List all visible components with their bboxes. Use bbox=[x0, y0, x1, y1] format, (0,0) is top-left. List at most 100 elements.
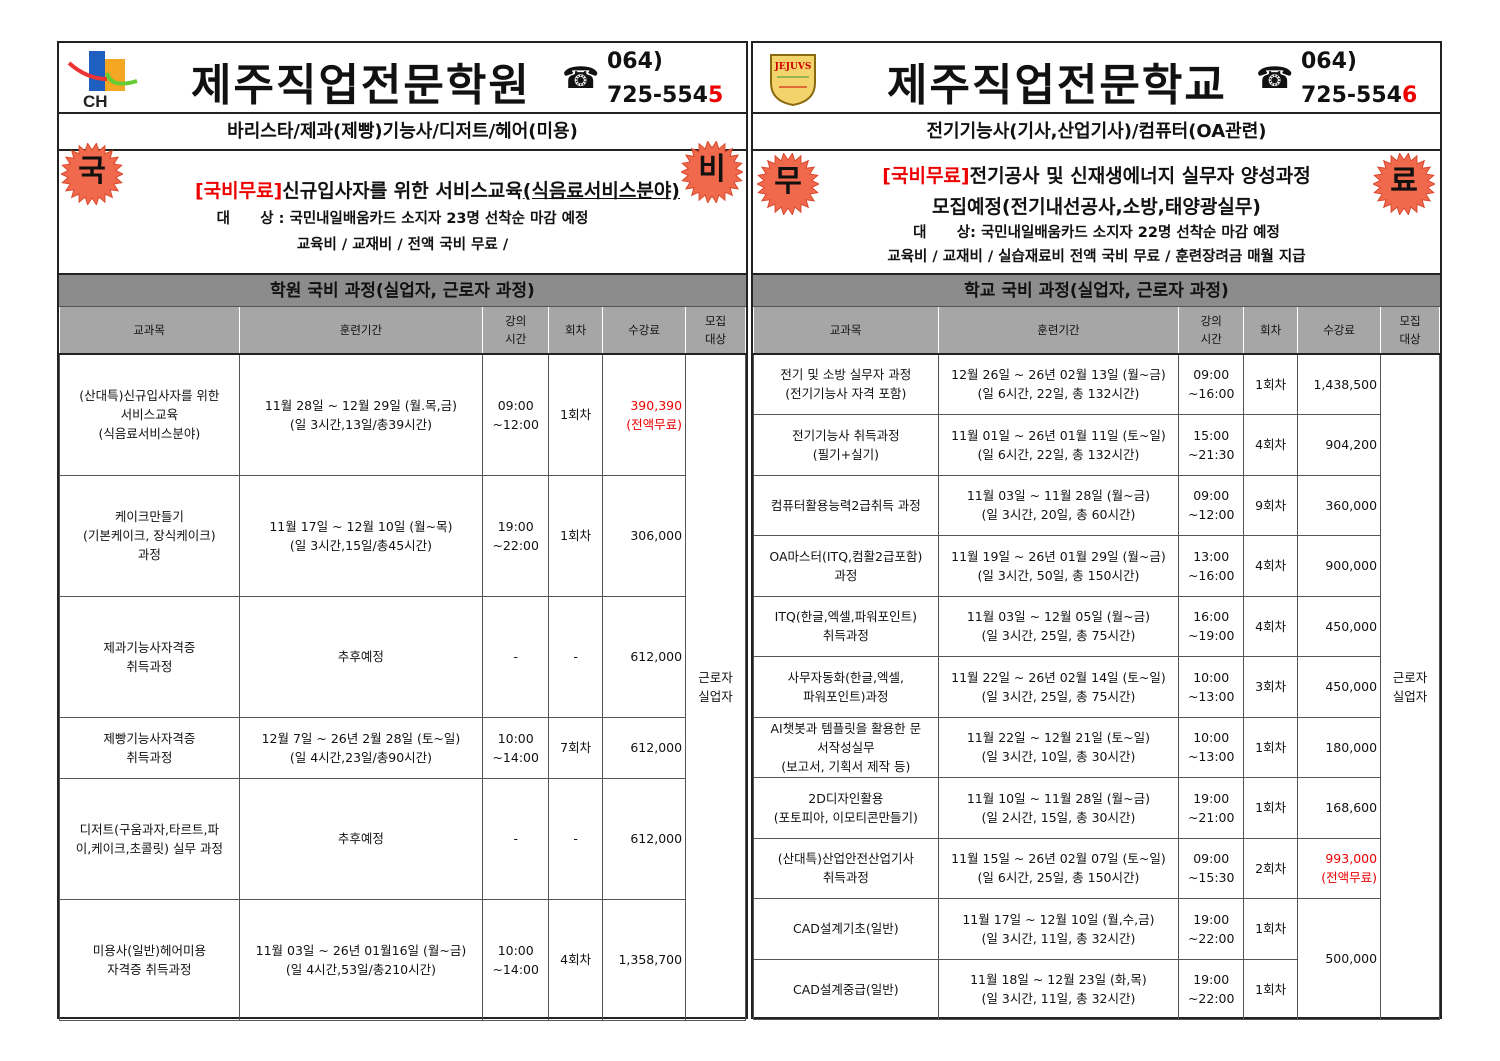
cell-round: 1회차 bbox=[1243, 897, 1299, 960]
cell-course: 컴퓨터활용능력2급취득 과정 bbox=[753, 474, 939, 536]
academy-header: CH 제주직업전문학원 ☎ 064) 725-5545 bbox=[59, 43, 746, 114]
cell-fee: 360,000 bbox=[1297, 474, 1382, 536]
cell-time: 10:00 ~13:00 bbox=[1178, 716, 1245, 778]
table-row: 2D디자인활용 (포토피아, 이모티콘만들기) 11월 10일 ~ 11월 28일… bbox=[753, 776, 1440, 839]
table-row: 제빵기능사자격증 취득과정 12월 7일 ~ 26년 2월 28일 (토~일) (… bbox=[59, 716, 746, 779]
cell-course: 2D디자인활용 (포토피아, 이모티콘만들기) bbox=[753, 776, 939, 839]
column-header-recruit: 모집 대상 bbox=[685, 307, 746, 355]
cell-round: 4회차 bbox=[1243, 595, 1299, 657]
cell-period: 11월 18일 ~ 12월 23일 (화,목) (일 3시간, 11일, 총 3… bbox=[937, 958, 1180, 1020]
cell-fee: 904,200 bbox=[1297, 413, 1382, 476]
phone-icon: ☎ bbox=[1256, 61, 1294, 96]
school-phone: 064) 725-5546 bbox=[1301, 45, 1417, 113]
table-row: AI챗봇과 템플릿을 활용한 문 서작성실무 (보고서, 기획서 제작 등) 11… bbox=[753, 716, 1440, 778]
promo-title-field: (식음료서비스분야) bbox=[522, 180, 680, 202]
badge-star: 국 bbox=[61, 143, 123, 205]
promo-cost: 교육비 / 교재비 / 전액 국비 무료 / bbox=[296, 237, 509, 253]
cell-period: 11월 22일 ~ 12월 21일 (토~일) (일 3시간, 10일, 총 3… bbox=[937, 716, 1180, 778]
cell-period: 11월 03일 ~ 12월 05일 (월~금) (일 3시간, 25일, 총 7… bbox=[937, 595, 1180, 657]
cell-fee: 168,600 bbox=[1297, 776, 1382, 839]
cell-time: 19:00 ~22:00 bbox=[1178, 958, 1245, 1020]
cell-course: 케이크만들기 (기본케이크, 장식케이크) 과정 bbox=[59, 474, 240, 597]
cell-period: 추후예정 bbox=[238, 595, 484, 718]
cell-round: 1회차 bbox=[548, 353, 604, 476]
cell-time: 09:00 ~15:30 bbox=[1178, 837, 1245, 899]
cell-period: 추후예정 bbox=[238, 777, 484, 900]
cell-course: 디저트(구움과자,타르트,파 이,케이크,초콜릿) 실무 과정 bbox=[59, 777, 240, 900]
academy-title: 제주직업전문학원 bbox=[191, 60, 531, 111]
cell-time: 10:00 ~14:00 bbox=[482, 716, 550, 779]
badge-text: 무 bbox=[774, 164, 802, 199]
academy-promo: 국 비 [국비무료]신규입사자를 위한 서비스교육(식음료서비스분야) 대 상 … bbox=[59, 141, 746, 275]
phone-prefix: 064) bbox=[607, 49, 663, 74]
table-row: 사무자동화(한글,엑셀, 파워포인트)과정 11월 22일 ~ 26년 02월 1… bbox=[753, 655, 1440, 718]
table-row: CAD설계기초(일반) 11월 17일 ~ 12월 10일 (월,수,금) (일 … bbox=[753, 897, 1440, 1020]
cell-course: AI챗봇과 템플릿을 활용한 문 서작성실무 (보고서, 기획서 제작 등) bbox=[753, 716, 939, 778]
cell-course: ITQ(한글,엑셀,파워포인트) 취득과정 bbox=[753, 595, 939, 657]
cell-course: OA마스터(ITQ,컴활2급포함) 과정 bbox=[753, 534, 939, 597]
promo-target: 대 상 : 국민내일배움카드 소지자 23명 선착순 마감 예정 bbox=[216, 211, 589, 227]
academy-subtitle: 바리스타/제과(제빵)기능사/디저트/헤어(미용) bbox=[59, 114, 746, 151]
cell-fee: 306,000 bbox=[602, 474, 687, 597]
cell-period: 12월 26일 ~ 26년 02월 13일 (월~금) (일 6시간, 22일,… bbox=[937, 353, 1180, 415]
starburst-icon bbox=[757, 153, 819, 215]
cell-period: 11월 03일 ~ 11월 28일 (월~금) (일 3시간, 20일, 총 6… bbox=[937, 474, 1180, 536]
cell-course: 전기기능사 취득과정 (필기+실기) bbox=[753, 413, 939, 476]
cell-fee: 1,358,700 bbox=[602, 898, 687, 1021]
cell-course: CAD설계기초(일반) bbox=[753, 897, 939, 960]
cell-round: 4회차 bbox=[1243, 413, 1299, 476]
cell-time: 19:00 ~22:00 bbox=[1178, 897, 1245, 960]
cell-round: 9회차 bbox=[1243, 474, 1299, 536]
column-header-round: 회차 bbox=[548, 307, 604, 355]
cell-course: 전기 및 소방 실무자 과정 (전기기능사 자격 포함) bbox=[753, 353, 939, 415]
cell-time: 19:00 ~22:00 bbox=[482, 474, 550, 597]
cell-course: (산대특)신규입사자를 위한 서비스교육 (식음료서비스분야) bbox=[59, 353, 240, 476]
phone-main: 725-554 bbox=[1301, 83, 1402, 108]
cell-period: 11월 22일 ~ 26년 02월 14일 (토~일) (일 3시간, 25일,… bbox=[937, 655, 1180, 718]
cell-round: 1회차 bbox=[548, 474, 604, 597]
school-logo: JEJUVS bbox=[770, 54, 816, 107]
cell-time: 10:00 ~13:00 bbox=[1178, 655, 1245, 718]
cell-fee: 450,000 bbox=[1297, 655, 1382, 718]
cell-period: 11월 19일 ~ 26년 01월 29일 (월~금) (일 3시간, 50일,… bbox=[937, 534, 1180, 597]
cell-course: (산대특)산업안전산업기사 취득과정 bbox=[753, 837, 939, 899]
cell-fee: 612,000 bbox=[602, 595, 687, 718]
table-row: 제과기능사자격증 취득과정 추후예정 - -612,000 bbox=[59, 595, 746, 718]
table-row: ITQ(한글,엑셀,파워포인트) 취득과정 11월 03일 ~ 12월 05일 (… bbox=[753, 595, 1440, 657]
cell-course: CAD설계중급(일반) bbox=[753, 958, 939, 1020]
academy-section-title: 학원 국비 과정(실업자, 근로자 과정) bbox=[59, 275, 746, 307]
cell-round: - bbox=[548, 777, 604, 900]
table-row: 전기기능사 취득과정 (필기+실기) 11월 01일 ~ 26년 01월 11일 … bbox=[753, 413, 1440, 476]
column-header-course: 교과목 bbox=[753, 307, 939, 355]
cell-time: - bbox=[482, 595, 550, 718]
promo-free-tag: [국비무료] bbox=[882, 165, 970, 187]
cell-round: 4회차 bbox=[548, 898, 604, 1021]
svg-text:JEJUVS: JEJUVS bbox=[774, 62, 812, 72]
column-header-fee: 수강료 bbox=[1297, 307, 1382, 355]
column-header-period: 훈련기간 bbox=[239, 307, 484, 355]
cell-time: 10:00 ~14:00 bbox=[482, 898, 550, 1021]
badge-star: 료 bbox=[1373, 153, 1435, 215]
promo-target: 대 상: 국민내일배움카드 소지자 22명 선착순 마감 예정 bbox=[913, 225, 1280, 241]
cell-time: 16:00 ~19:00 bbox=[1178, 595, 1245, 657]
promo-cost: 교육비 / 교재비 / 실습재료비 전액 국비 무료 / 훈련장려금 매월 지급 bbox=[887, 249, 1306, 265]
cell-period: 11월 01일 ~ 26년 01월 11일 (토~일) (일 6시간, 22일,… bbox=[937, 413, 1180, 476]
cell-period: 12월 7일 ~ 26년 2월 28일 (토~일) (일 4시간,23일/총90… bbox=[238, 716, 484, 779]
cell-time: - bbox=[482, 777, 550, 900]
phone-last-digit: 5 bbox=[707, 83, 724, 108]
column-header-course: 교과목 bbox=[59, 307, 240, 355]
cell-round: 2회차 bbox=[1243, 837, 1299, 899]
badge-star: 비 bbox=[681, 141, 743, 203]
cell-recruit: 근로자 실업자 bbox=[1380, 353, 1440, 1020]
promo-free-tag: [국비무료] bbox=[195, 180, 283, 202]
cell-round: 1회차 bbox=[1243, 776, 1299, 839]
cell-round: 4회차 bbox=[1243, 534, 1299, 597]
cell-course: 사무자동화(한글,엑셀, 파워포인트)과정 bbox=[753, 655, 939, 718]
svg-text:CH: CH bbox=[83, 92, 108, 109]
table-row: 컴퓨터활용능력2급취득 과정 11월 03일 ~ 11월 28일 (월~금) (일… bbox=[753, 474, 1440, 536]
cell-time: 13:00 ~16:00 bbox=[1178, 534, 1245, 597]
cell-period: 11월 17일 ~ 12월 10일 (월~목) (일 3시간,15일/총45시간… bbox=[238, 474, 484, 597]
cell-time: 09:00 ~12:00 bbox=[482, 353, 550, 476]
column-header-period: 훈련기간 bbox=[938, 307, 1180, 355]
phone-main: 725-554 bbox=[607, 83, 708, 108]
